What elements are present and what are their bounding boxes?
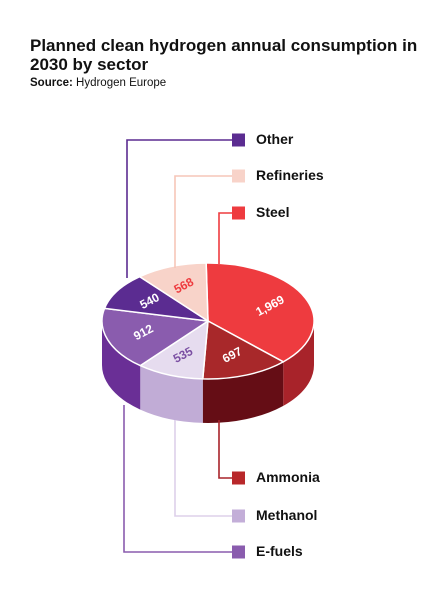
legend-label-methanol: Methanol <box>256 507 317 523</box>
pie-slices <box>101 262 315 380</box>
legend-label-e-fuels: E-fuels <box>256 543 303 559</box>
leader-line-e-fuels <box>123 405 232 553</box>
pie-side-e-fuels <box>102 321 141 410</box>
leader-line-methanol <box>174 420 232 517</box>
chart-title: Planned clean hydrogen annual consumptio… <box>30 36 418 74</box>
leader-line-steel <box>218 212 232 264</box>
pie-slice-other <box>103 275 209 322</box>
pie-slice-steel <box>205 262 315 363</box>
legend-swatch-ammonia <box>232 471 245 485</box>
legend-label-ammonia: Ammonia <box>256 469 320 485</box>
pie-slice-refineries <box>138 262 209 322</box>
source-label: Source: <box>30 77 73 89</box>
legend: Other Refineries Steel Ammonia Methanol E-fue… <box>232 131 324 559</box>
legend-swatch-refineries <box>232 169 245 183</box>
leader-line-refineries <box>174 175 232 268</box>
legend-swatch-e-fuels <box>232 545 245 559</box>
chart-source: Source: Hydrogen Europe <box>30 77 166 89</box>
legend-label-refineries: Refineries <box>256 167 324 183</box>
leader-line-other <box>126 139 232 278</box>
pie-side-steel <box>283 321 314 406</box>
legend-label-other: Other <box>256 131 294 147</box>
pie-slice-e-fuels <box>101 307 209 367</box>
legend-swatch-steel <box>232 206 245 220</box>
legend-swatch-methanol <box>232 509 245 523</box>
pie-sides <box>102 321 314 423</box>
legend-label-steel: Steel <box>256 204 289 220</box>
leader-line-ammonia <box>218 420 232 479</box>
pie-slice-ammonia <box>202 320 285 380</box>
pie-side-methanol <box>140 365 203 423</box>
legend-leader-lines <box>123 139 232 553</box>
legend-swatch-other <box>232 133 245 147</box>
source-value: Hydrogen Europe <box>76 77 167 89</box>
pie-side-ammonia <box>202 361 284 423</box>
